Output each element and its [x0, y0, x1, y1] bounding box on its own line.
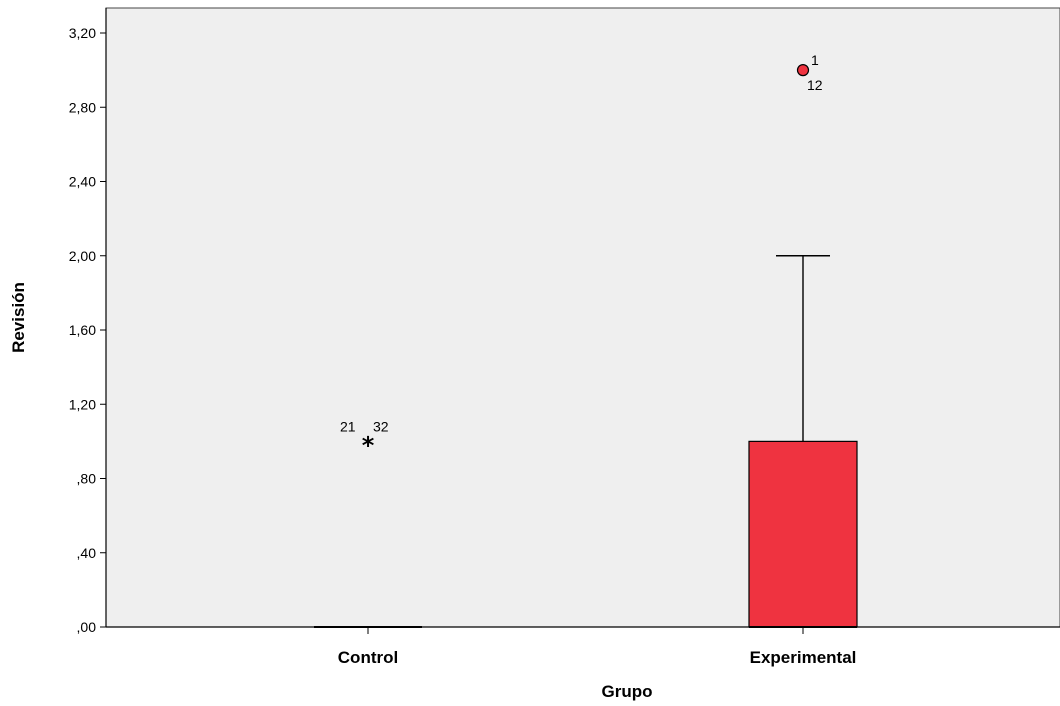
y-tick-label: 1,20: [69, 396, 96, 412]
extreme-outlier-marker: *: [362, 431, 375, 459]
x-axis: Control Experimental: [106, 626, 1060, 667]
y-tick-label: ,80: [77, 471, 97, 487]
y-tick-label: 3,20: [69, 25, 96, 41]
x-axis-title: Grupo: [602, 682, 653, 701]
outlier-case-label: 1: [811, 52, 819, 68]
y-tick-label: ,40: [77, 545, 97, 561]
outlier-case-label: 32: [373, 418, 389, 434]
y-axis: ,00 ,40 ,80 1,20 1,60 2,00 2,40 2,80 3,20: [69, 8, 107, 635]
y-tick-label: ,00: [77, 619, 97, 635]
y-tick-label: 1,60: [69, 322, 96, 338]
outlier-case-label: 21: [340, 418, 356, 434]
x-tick-label: Experimental: [750, 648, 857, 667]
outlier-case-label: 12: [807, 77, 823, 93]
y-tick-label: 2,00: [69, 248, 96, 264]
plot-area: [105, 7, 1060, 628]
y-axis-title: Revisión: [9, 282, 28, 353]
y-tick-label: 2,40: [69, 174, 96, 190]
outlier-circle: [796, 64, 810, 77]
y-tick-label: 2,80: [69, 99, 96, 115]
box: [748, 440, 858, 628]
x-tick-label: Control: [338, 648, 398, 667]
